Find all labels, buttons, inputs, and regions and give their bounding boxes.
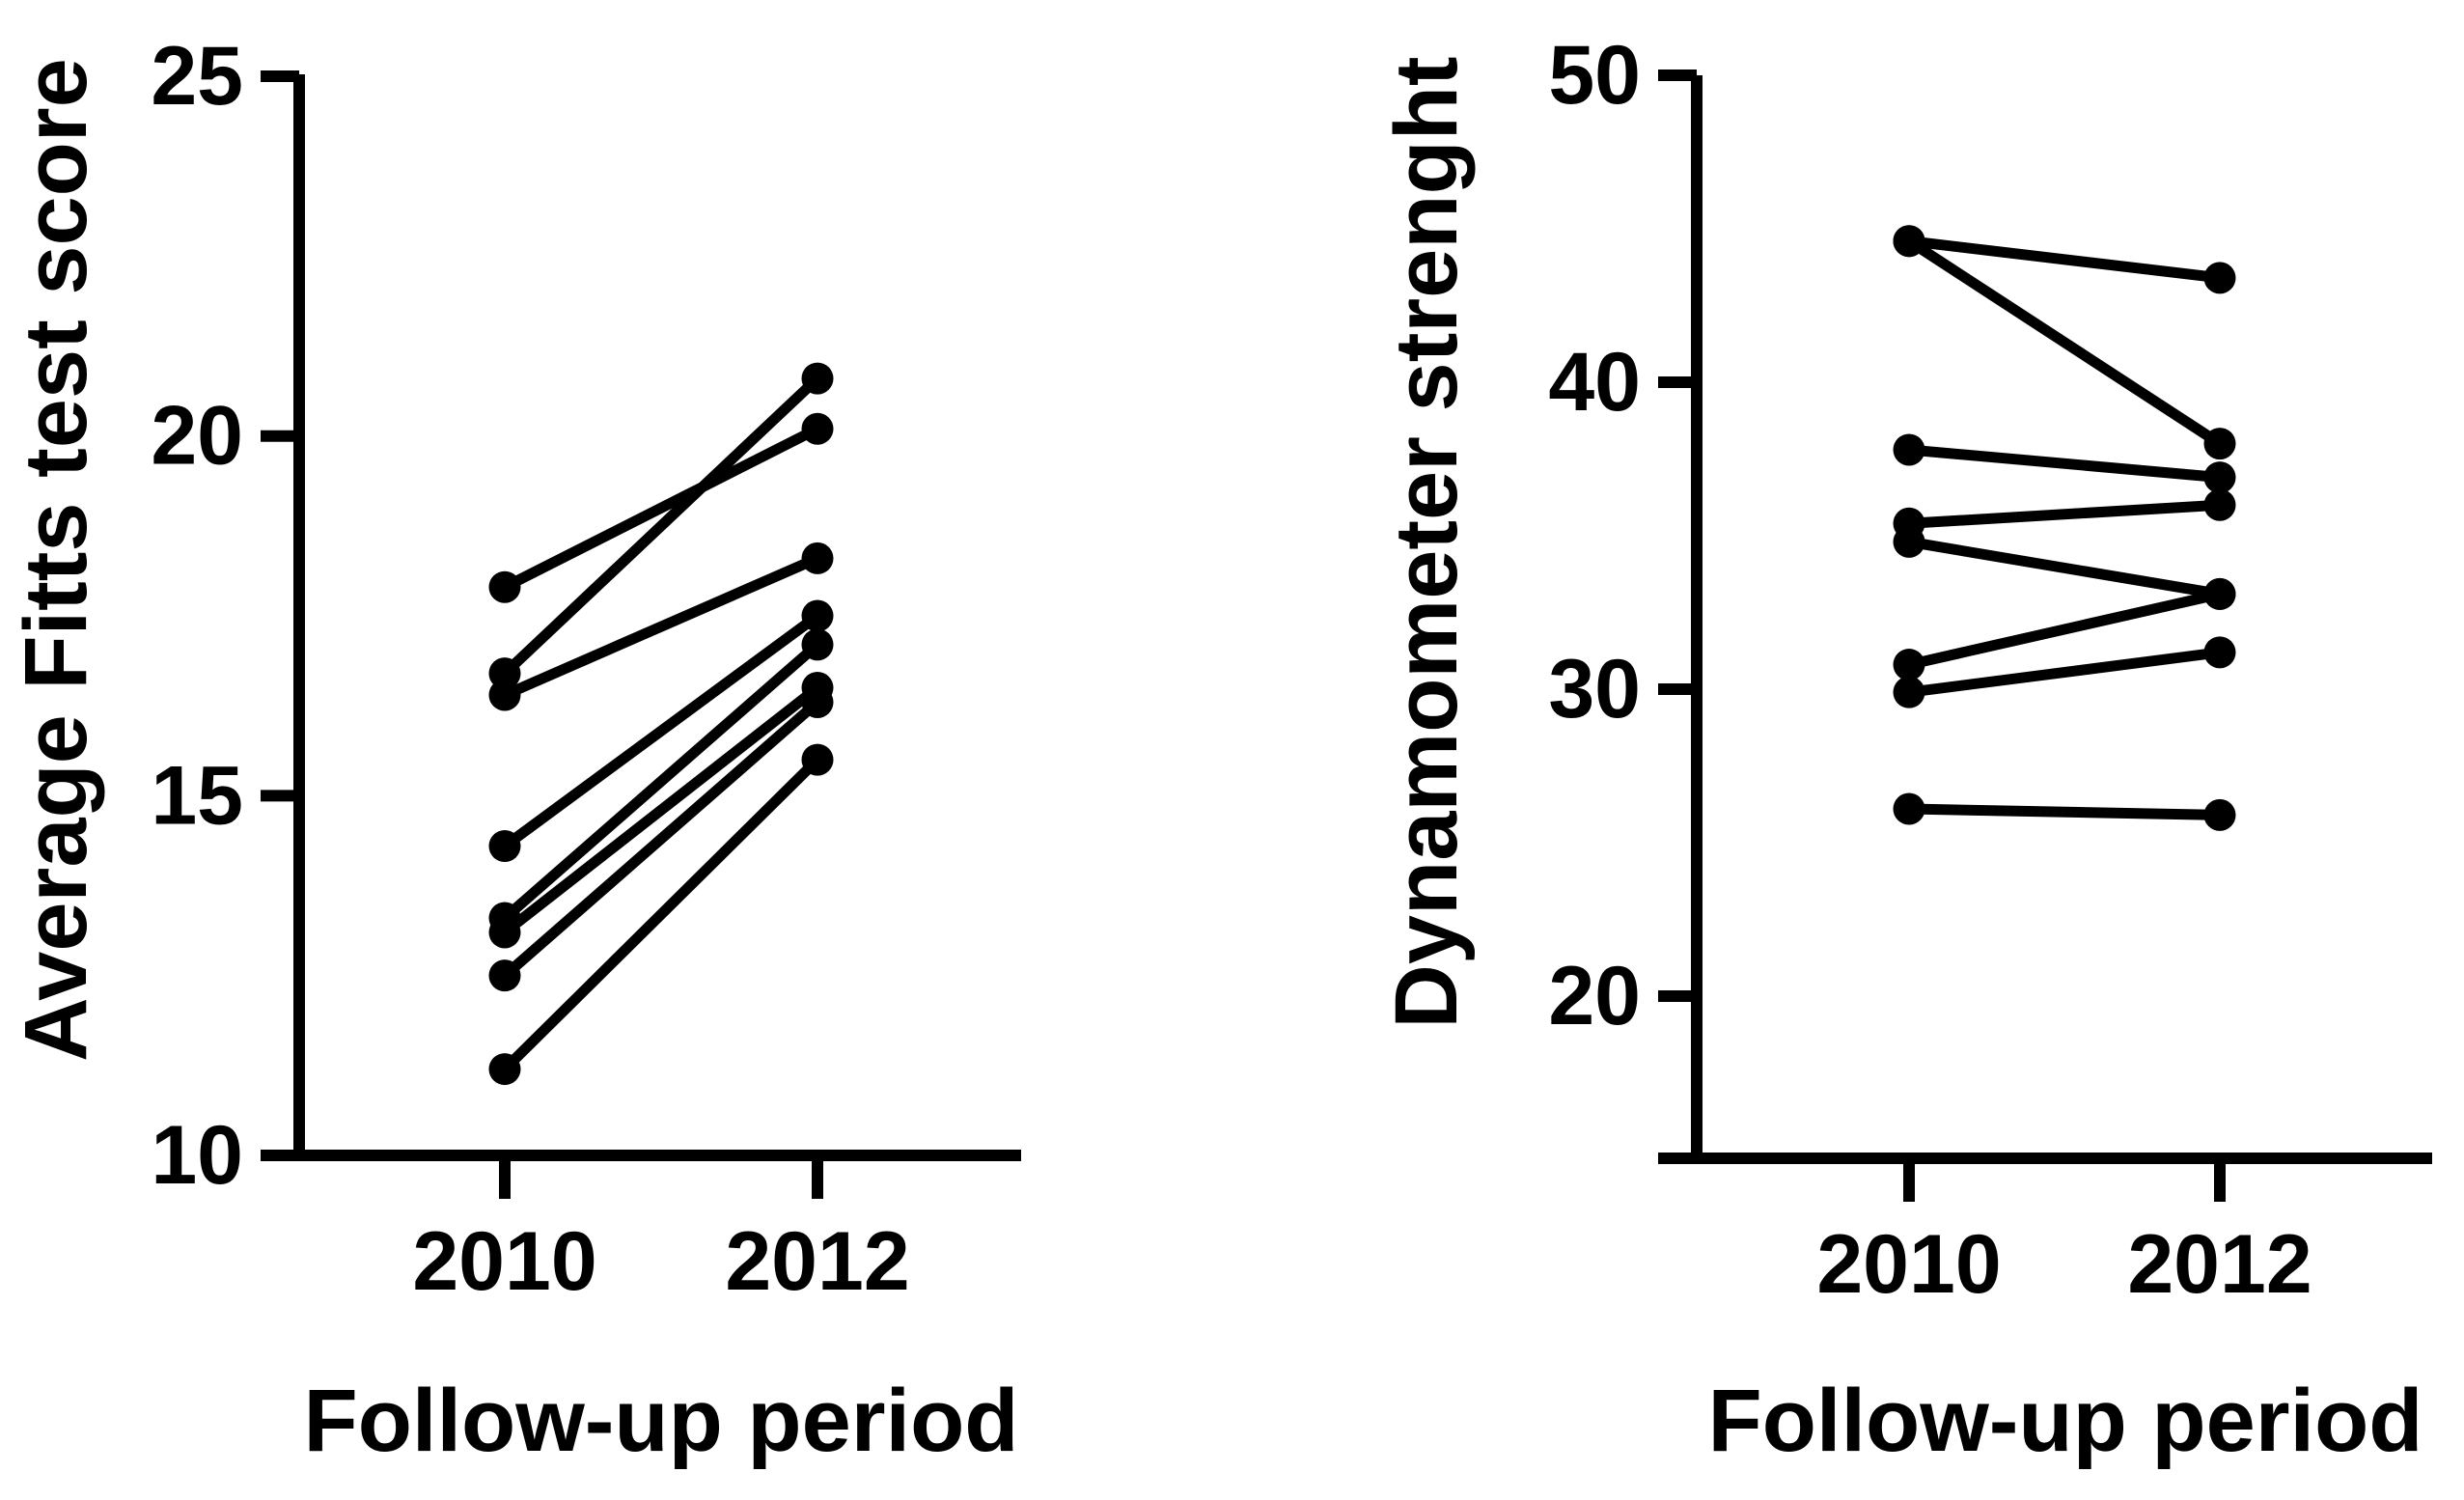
data-point [488,570,521,603]
data-point [2203,461,2236,494]
data-point [1893,225,1925,258]
right-y-axis-title: Dynamometer strenght [1377,56,1476,1029]
data-point [1893,433,1925,466]
y-tick-label: 10 [151,1109,243,1202]
data-point [2203,488,2236,521]
pair-line [1907,589,2222,670]
right-chart: 20 30 40 50 2010 2012 [1548,29,2432,1311]
data-point [1893,649,1925,681]
pair-line [501,683,821,937]
pair-line [1908,236,2221,284]
data-point [488,830,521,863]
data-point [801,743,834,776]
pair-line [1908,499,2221,529]
data-point [1893,676,1925,708]
y-tick-label: 40 [1548,336,1641,429]
data-point [801,412,834,445]
data-point [801,628,834,661]
y-tick-label: 50 [1548,29,1641,122]
x-tick-label: 2010 [412,1215,596,1308]
pair-line [501,611,821,850]
left-chart: 10 15 20 25 2010 2012 [151,30,1021,1308]
pair-line [1908,803,2221,820]
pair-line [1908,647,2221,698]
data-point [1893,792,1925,825]
pair-line [501,756,821,1073]
data-point [801,599,834,632]
data-point [2203,428,2236,460]
data-point [488,679,521,711]
data-point [801,542,834,574]
x-tick-label: 2012 [725,1215,909,1308]
y-tick-label: 30 [1548,643,1641,736]
pair-line [501,640,821,923]
pair-line [502,553,820,701]
data-point [2203,577,2236,610]
data-point [1893,525,1925,558]
x-tick-label: 2012 [2127,1218,2312,1311]
y-tick-label: 25 [151,30,243,123]
pair-line [1908,444,2221,484]
data-point [2203,798,2236,831]
data-point [2203,636,2236,669]
data-point [801,362,834,395]
y-tick-label: 20 [151,390,243,483]
data-point [2203,262,2236,294]
left-x-axis-title: Follow-up period [303,1372,1019,1470]
right-x-axis-title: Follow-up period [1707,1372,2423,1470]
y-tick-label: 15 [151,749,243,842]
pair-line [1908,536,2221,599]
pair-line [501,698,821,980]
pair-line [1905,236,2224,449]
data-point [488,916,521,949]
x-tick-label: 2010 [1816,1218,2001,1311]
data-point [488,1053,521,1086]
y-tick-label: 20 [1548,950,1641,1042]
data-point [488,959,521,992]
pair-line [502,424,820,593]
pair-line [501,375,821,678]
left-y-axis-title: Average Fitts test score [7,58,105,1062]
data-point [801,685,834,718]
